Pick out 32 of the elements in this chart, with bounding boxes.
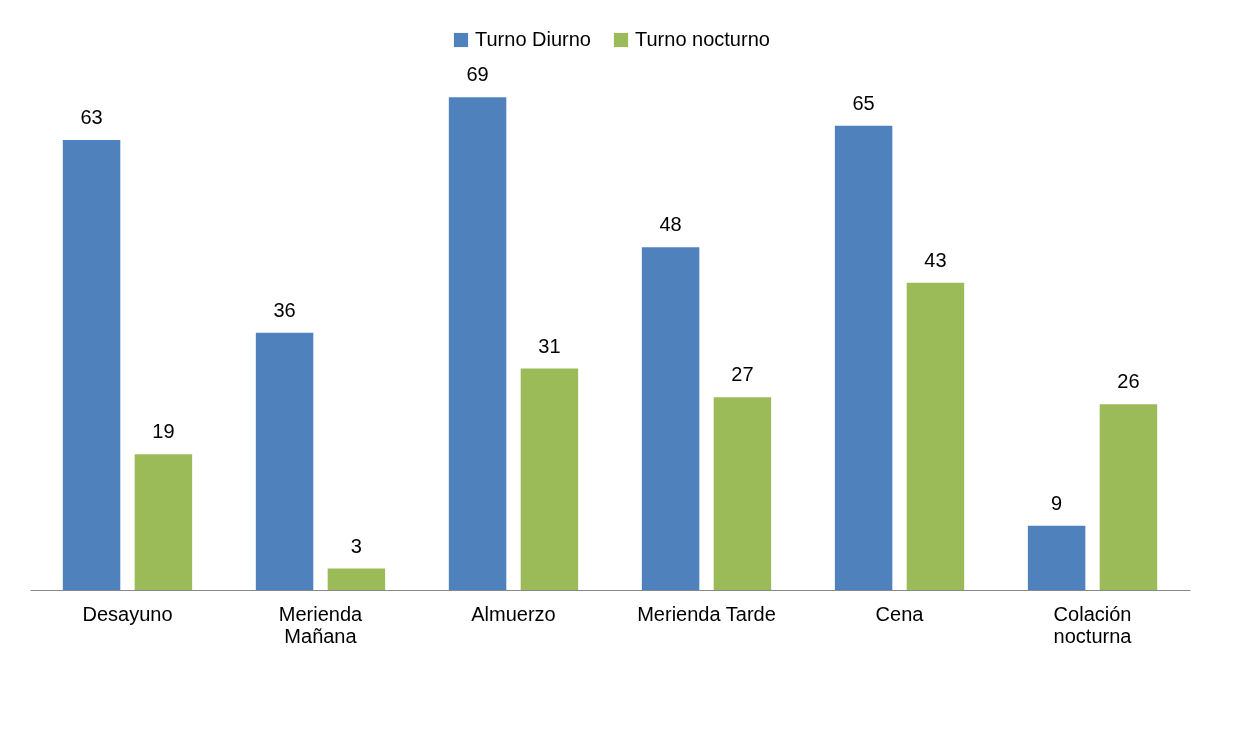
bar	[834, 125, 893, 590]
bar	[327, 568, 386, 590]
bar	[448, 97, 507, 590]
bar	[134, 454, 193, 590]
data-label: 36	[273, 298, 296, 321]
x-tick-label: Almuerzo	[471, 602, 556, 625]
x-tick-label: Merienda Tarde	[637, 602, 776, 625]
data-label: 19	[152, 420, 175, 443]
data-label: 63	[80, 106, 103, 128]
data-label: 27	[731, 363, 754, 386]
bar	[62, 140, 121, 590]
data-label: 69	[466, 63, 489, 86]
bar	[1027, 525, 1086, 590]
legend-label: Turno Diurno	[475, 28, 591, 50]
data-label: 26	[1117, 370, 1140, 393]
bar	[906, 282, 965, 590]
data-label: 9	[1051, 491, 1063, 514]
legend-label: Turno nocturno	[635, 28, 770, 50]
x-tick-label: Merienda Mañana	[278, 602, 364, 647]
x-tick-label: Colación nocturna	[1053, 602, 1133, 647]
bar	[1099, 404, 1158, 590]
x-tick-label: Desayuno	[82, 602, 173, 625]
data-label: 43	[924, 248, 947, 271]
x-tick-label: Cena	[875, 602, 925, 625]
bar	[520, 368, 579, 590]
bar	[713, 397, 772, 590]
data-label: 65	[852, 91, 875, 114]
data-label: 48	[659, 213, 682, 236]
bar	[255, 332, 314, 590]
data-label: 3	[350, 534, 362, 557]
bar	[641, 247, 700, 590]
data-label: 31	[538, 334, 561, 357]
